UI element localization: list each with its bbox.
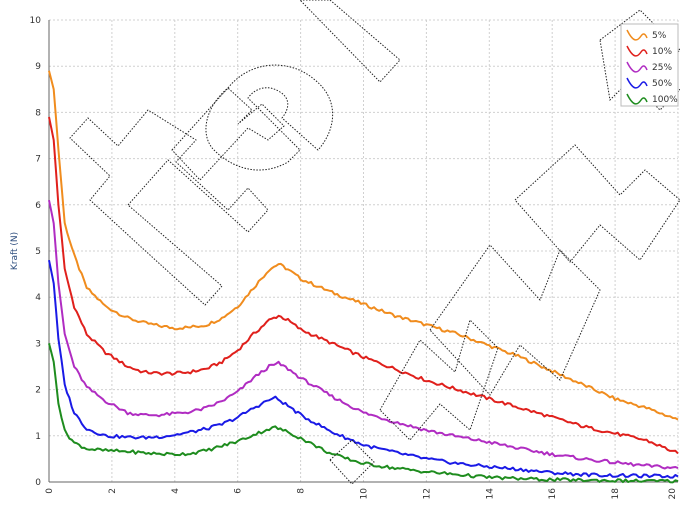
watermark-letter-r	[171, 87, 285, 181]
watermark-letter-w1	[379, 319, 499, 441]
x-tick-label: 8	[297, 488, 307, 494]
watermark-letter-l	[299, 0, 401, 83]
series-line-5pct	[48, 70, 679, 421]
x-tick-label: 6	[234, 488, 244, 494]
y-tick-label: 5	[35, 247, 41, 257]
y-tick-label: 4	[35, 293, 41, 303]
series-line-50pct	[48, 259, 679, 479]
x-tick-label: 10	[360, 488, 370, 500]
y-tick-label: 8	[35, 108, 41, 118]
legend-swatch	[626, 29, 648, 41]
watermark-letter-t2	[599, 9, 680, 111]
series-line-10pct	[48, 116, 679, 455]
y-axis-title: Kraft (N)	[10, 232, 20, 270]
legend-label: 100%	[652, 95, 678, 105]
watermark-dot	[329, 439, 375, 485]
legend-box	[620, 23, 679, 107]
y-tick-label: 3	[35, 339, 41, 349]
watermark-letter-e	[205, 64, 334, 171]
y-tick-label: 10	[30, 16, 42, 26]
x-tick-label: 12	[422, 488, 432, 499]
series-line-25pct	[48, 199, 679, 470]
x-tick-label: 0	[45, 488, 55, 494]
watermark-letter-w3	[514, 144, 680, 263]
y-tick-label: 1	[35, 432, 41, 442]
y-tick-label: 9	[35, 62, 41, 72]
x-tick-label: 20	[668, 488, 678, 500]
legend-swatch	[626, 61, 648, 73]
y-tick-label: 2	[35, 386, 41, 396]
watermark-logo	[69, 0, 680, 485]
x-tick-label: 14	[485, 488, 495, 500]
series-line-100pct	[48, 343, 679, 484]
y-tick-label: 0	[35, 478, 41, 488]
legend-label: 50%	[652, 79, 672, 89]
y-tick-label: 6	[35, 201, 41, 211]
series-lines	[48, 70, 679, 484]
watermark-letter-w2	[429, 244, 601, 396]
legend-swatch	[626, 77, 648, 89]
legend-swatch	[626, 45, 648, 57]
x-tick-label: 16	[548, 488, 558, 500]
legend-label: 10%	[652, 47, 672, 57]
legend: 5% 10% 25% 50% 100%	[620, 23, 679, 107]
x-tick-label: 4	[171, 488, 181, 494]
legend-label: 25%	[652, 63, 672, 73]
x-tick-label: 2	[108, 488, 118, 494]
axes	[48, 20, 678, 483]
legend-swatch	[626, 93, 648, 105]
y-tick-label: 7	[35, 155, 41, 165]
legend-label: 5%	[652, 31, 667, 41]
watermark-letter-t	[69, 109, 269, 306]
x-tick-label: 18	[611, 488, 621, 500]
